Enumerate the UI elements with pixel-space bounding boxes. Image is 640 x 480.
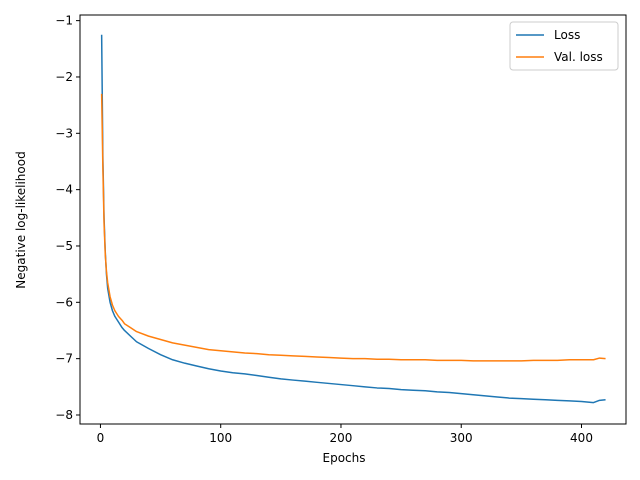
plot-area xyxy=(80,15,626,424)
y-tick-label: −2 xyxy=(55,70,73,84)
ticks-layer: 0 100 200 300 400 −1 −2 −3 −4 −5 −6 −7 −8 xyxy=(55,14,593,445)
legend-label: Loss xyxy=(554,28,580,42)
y-tick-label: −3 xyxy=(55,126,73,140)
x-tick-label: 100 xyxy=(209,431,232,445)
legend-label: Val. loss xyxy=(554,50,603,64)
y-axis-label: Negative log-likelihood xyxy=(14,151,28,288)
x-tick-label: 200 xyxy=(330,431,353,445)
series-line-0 xyxy=(100,34,606,404)
x-tick-label: 0 xyxy=(97,431,105,445)
y-tick-label: −1 xyxy=(55,14,73,28)
y-tick-label: −4 xyxy=(55,183,73,197)
series-layer xyxy=(100,34,606,404)
y-tick-label: −6 xyxy=(55,295,73,309)
series-line-1 xyxy=(100,93,606,362)
y-tick-label: −7 xyxy=(55,352,73,366)
y-tick-label: −8 xyxy=(55,408,73,422)
x-tick-label: 300 xyxy=(450,431,473,445)
axes-frame xyxy=(79,14,627,425)
x-axis-label: Epochs xyxy=(323,451,366,465)
y-tick-label: −5 xyxy=(55,239,73,253)
legend-box xyxy=(509,21,619,71)
axes-layer xyxy=(79,14,627,425)
x-tick-label: 400 xyxy=(570,431,593,445)
legend: Loss Val. loss xyxy=(509,21,619,71)
